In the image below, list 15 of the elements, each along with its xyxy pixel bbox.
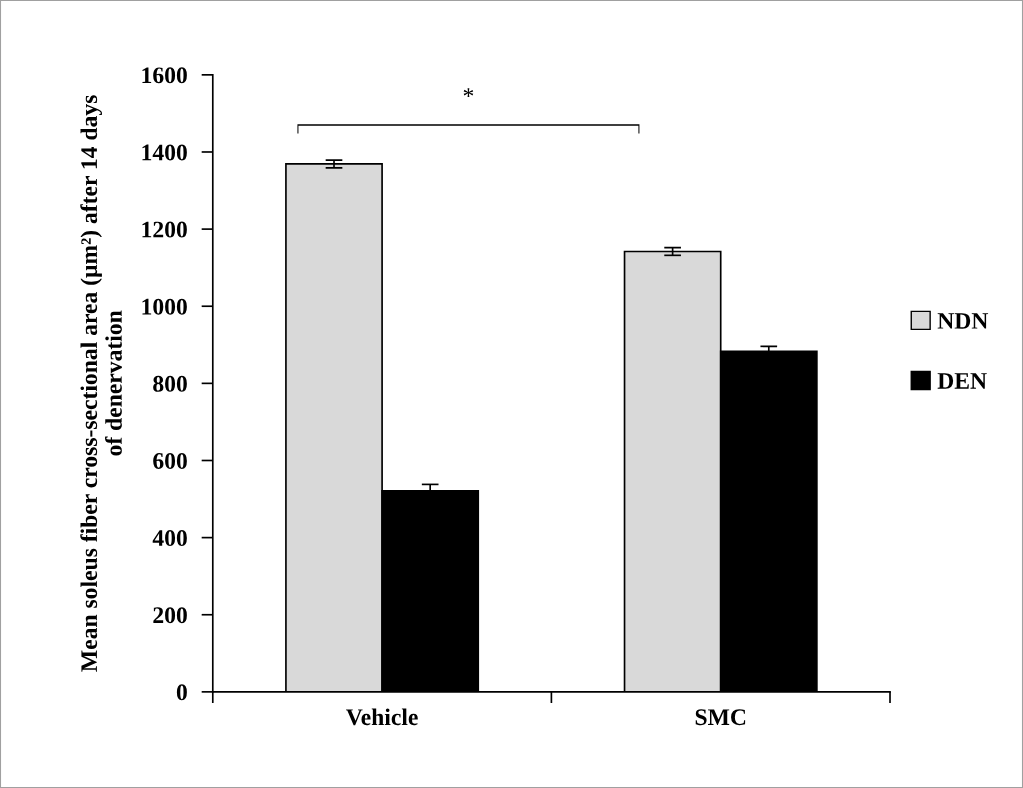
- legend-label: NDN: [937, 313, 989, 329]
- y-tick-label: 1400: [142, 144, 187, 161]
- x-tick-label: Vehicle: [346, 708, 418, 726]
- y-tick-label: 1000: [142, 298, 187, 315]
- y-tick-label: 600: [153, 452, 187, 469]
- y-tick-label: 0: [176, 684, 187, 701]
- y-tick-label: 1200: [142, 221, 187, 238]
- y-tick-label: 400: [152, 530, 187, 547]
- y-tick-label: 200: [153, 607, 187, 624]
- x-tick-label: SMC: [695, 709, 746, 726]
- legend-label: DEN: [937, 373, 987, 389]
- y-axis-title: Mean soleus fiber cross-sectional area (μm²) after 14 days of denervation: [80, 95, 122, 672]
- y-tick-label: 1600: [142, 67, 187, 84]
- annotation: *: [463, 88, 474, 97]
- y-tick-label: 800: [153, 375, 187, 392]
